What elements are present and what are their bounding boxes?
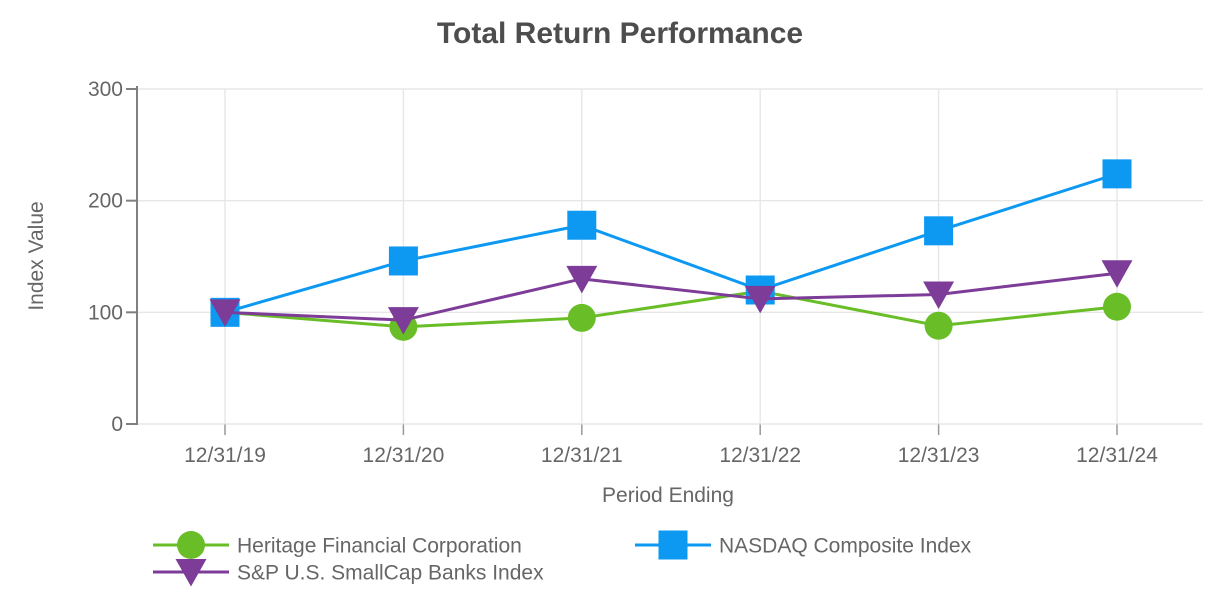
triangle-down-icon	[175, 559, 207, 587]
axes	[126, 86, 1118, 435]
legend-label: Heritage Financial Corporation	[237, 535, 522, 558]
x-tick-label: 12/31/21	[541, 444, 623, 467]
triangle-down-icon	[209, 299, 241, 327]
legend-item: NASDAQ Composite Index	[635, 530, 972, 560]
x-tick-label: 12/31/22	[719, 444, 801, 467]
chart-title: Total Return Performance	[437, 17, 803, 50]
x-tick-label: 12/31/19	[184, 444, 266, 467]
legend-item: Heritage Financial Corporation	[153, 531, 522, 559]
circle-icon	[567, 303, 596, 332]
triangle-down-icon	[387, 307, 419, 335]
data-series	[209, 159, 1133, 341]
chart-legend: Heritage Financial Corporation NASDAQ Com…	[153, 530, 972, 587]
y-tick-label: 100	[88, 301, 123, 324]
x-tick-label: 12/31/24	[1076, 444, 1158, 467]
triangle-down-icon	[923, 281, 955, 309]
square-icon	[388, 246, 418, 276]
legend-label: NASDAQ Composite Index	[719, 535, 972, 558]
circle-icon	[924, 311, 953, 340]
legend-item: S&P U.S. SmallCap Banks Index	[153, 559, 544, 587]
series-1	[210, 159, 1132, 327]
y-tick-label: 300	[88, 78, 123, 101]
tick-labels: 0 100 200 300 12/31/19 12/31/20 12/31/21 12/31/…	[88, 78, 1158, 467]
x-axis-title: Period Ending	[602, 484, 734, 507]
series-line	[224, 172, 1118, 314]
y-axis-title: Index Value	[25, 201, 48, 310]
legend-label: S&P U.S. SmallCap Banks Index	[237, 562, 544, 585]
y-tick-label: 200	[88, 190, 123, 213]
series-2	[209, 260, 1133, 335]
square-icon	[658, 530, 688, 560]
series-line	[224, 289, 1118, 329]
triangle-down-icon	[566, 265, 598, 294]
triangle-down-icon	[744, 285, 776, 314]
circle-icon	[177, 531, 205, 559]
y-tick-label: 0	[111, 413, 123, 436]
square-icon	[567, 210, 597, 240]
x-tick-label: 12/31/20	[363, 444, 445, 467]
circle-icon	[1103, 292, 1131, 321]
series-line	[224, 271, 1118, 322]
square-icon	[924, 216, 954, 246]
x-tick-label: 12/31/23	[898, 444, 980, 467]
triangle-down-icon	[1101, 260, 1133, 288]
square-icon	[1102, 159, 1132, 189]
